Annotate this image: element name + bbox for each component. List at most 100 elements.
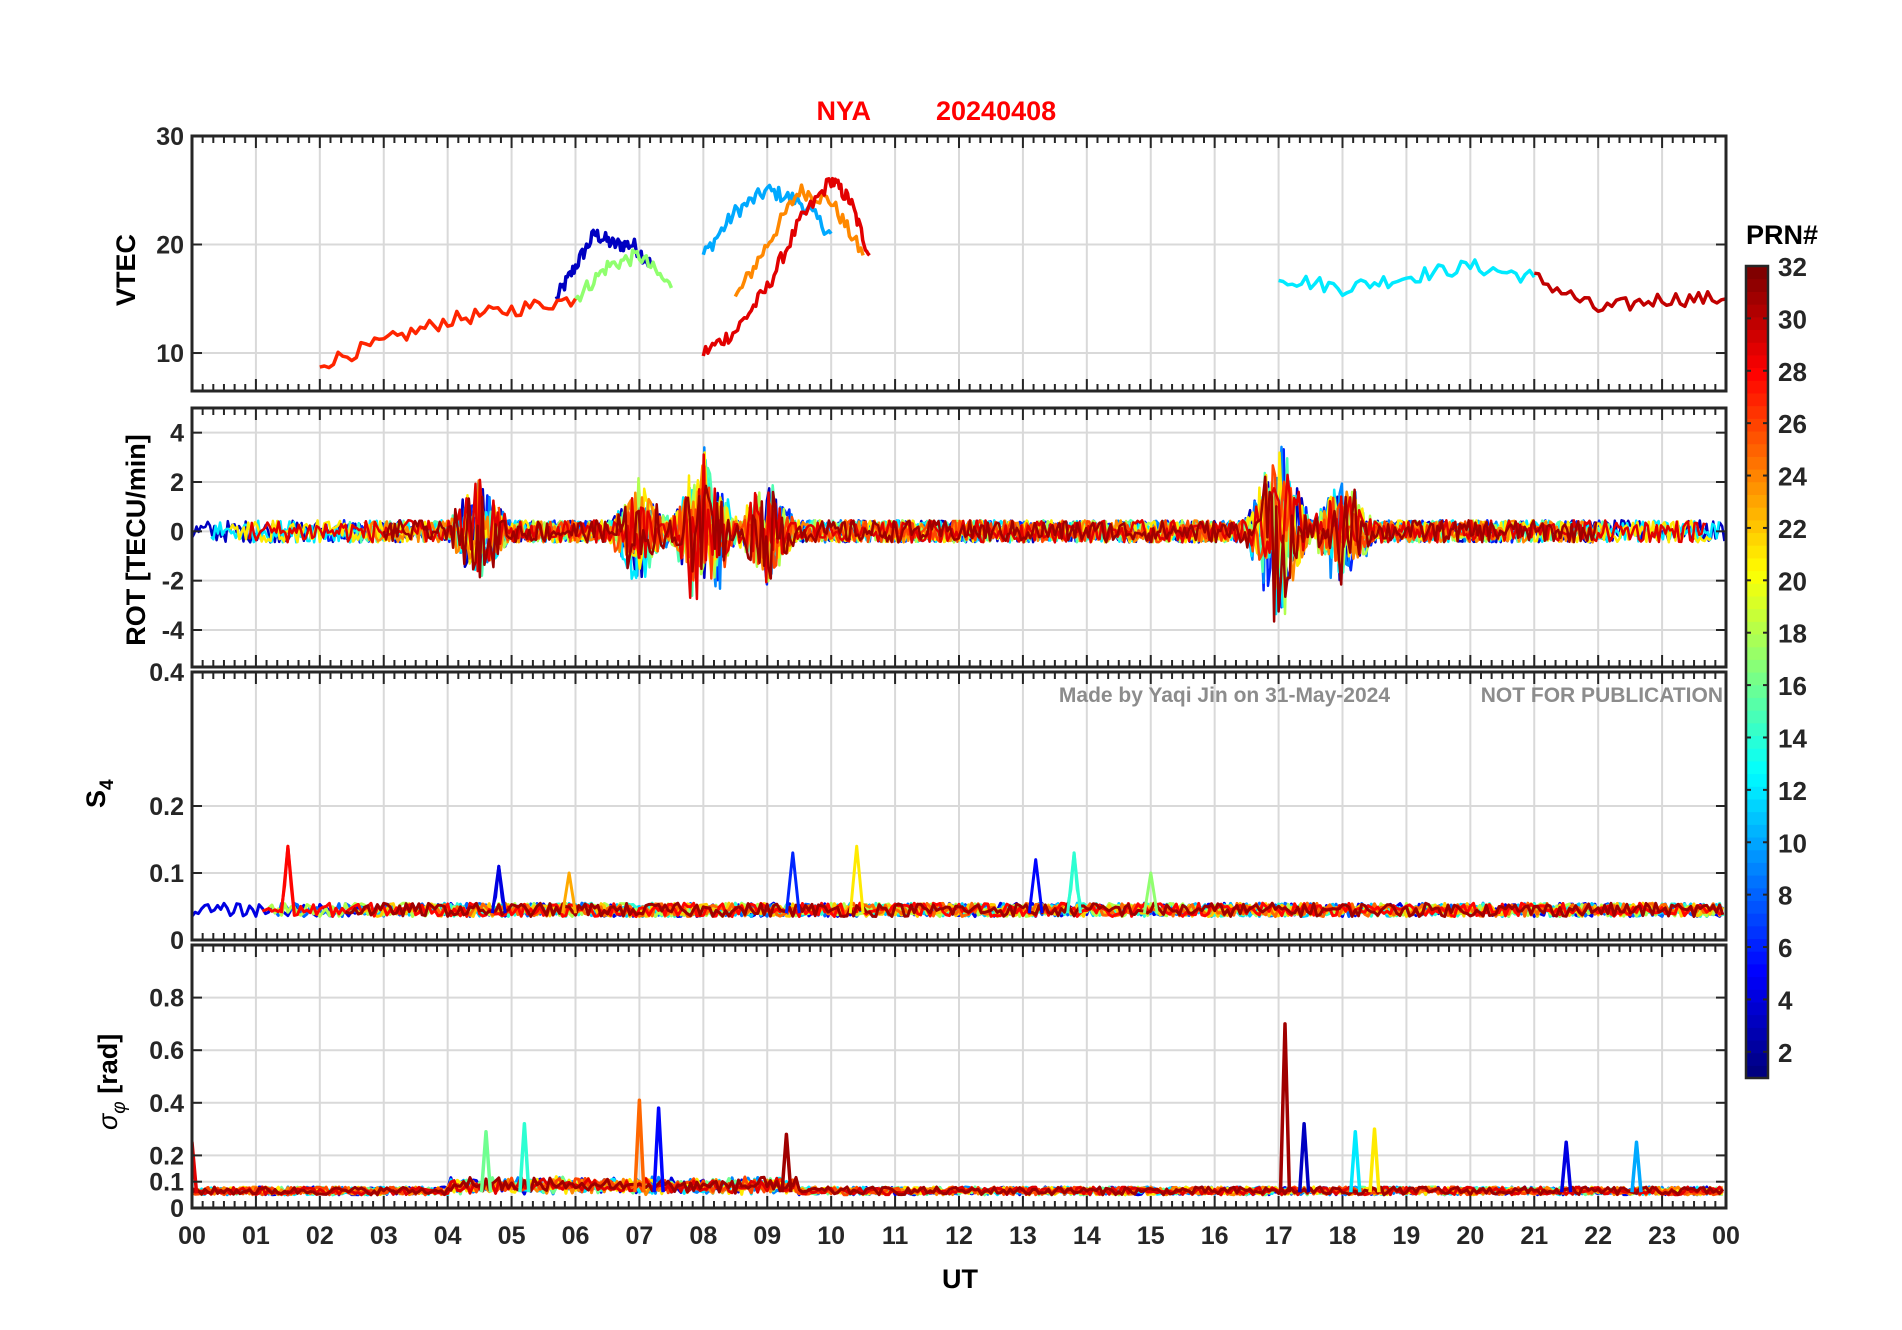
colorbar-swatch xyxy=(1746,659,1768,673)
colorbar-swatch xyxy=(1746,608,1768,622)
colorbar-swatch xyxy=(1746,266,1768,280)
sigma-peak xyxy=(479,1129,493,1193)
y-tick-label: 0 xyxy=(170,927,184,955)
colorbar-swatch xyxy=(1746,875,1768,889)
colorbar-swatch xyxy=(1746,1014,1768,1028)
colorbar-tick-label: 20 xyxy=(1778,566,1807,596)
colorbar-swatch xyxy=(1746,316,1768,331)
x-tick-label: 21 xyxy=(1520,1222,1548,1250)
x-tick-label: 23 xyxy=(1648,1222,1676,1250)
s4-series xyxy=(192,844,1725,918)
colorbar-swatch xyxy=(1746,443,1768,457)
colorbar-swatch xyxy=(1746,583,1768,597)
x-tick-label: 08 xyxy=(689,1222,717,1250)
x-tick-label: 01 xyxy=(242,1222,270,1250)
x-tick-label: 20 xyxy=(1456,1222,1484,1250)
colorbar-tick-label: 2 xyxy=(1778,1038,1792,1068)
x-tick-label: 17 xyxy=(1265,1222,1293,1250)
x-tick-label: 05 xyxy=(498,1222,526,1250)
svg-text:σφ [rad]: σφ [rad] xyxy=(93,1034,130,1130)
colorbar-swatch xyxy=(1746,684,1768,698)
xlabel: UT xyxy=(942,1264,978,1294)
s4-peak xyxy=(561,871,577,914)
colorbar-swatch xyxy=(1746,481,1768,495)
colorbar-swatch xyxy=(1746,963,1768,978)
colorbar-swatch xyxy=(1746,532,1768,546)
sigma-peak xyxy=(652,1106,665,1193)
watermark-notice: NOT FOR PUBLICATION xyxy=(1481,684,1723,707)
vtec-line-prn-30 xyxy=(1534,271,1726,314)
sigma-peak xyxy=(780,1132,793,1193)
s4-peak xyxy=(1027,858,1044,914)
colorbar-swatch xyxy=(1746,646,1768,660)
y-tick-label: 0.6 xyxy=(149,1037,184,1065)
x-tick-label: 19 xyxy=(1393,1222,1421,1250)
y-tick-label: 0.1 xyxy=(149,1169,184,1197)
colorbar-swatch xyxy=(1746,925,1768,940)
colorbar-tick-label: 14 xyxy=(1778,723,1807,753)
vtec-line-prn-29 xyxy=(701,176,871,357)
sigma-peak xyxy=(518,1122,531,1193)
svg-text:S4: S4 xyxy=(81,779,118,808)
colorbar-tick-label: 6 xyxy=(1778,933,1792,963)
colorbar-swatch xyxy=(1746,748,1768,762)
colorbar-swatch xyxy=(1746,469,1768,483)
colorbar-swatch xyxy=(1746,456,1768,470)
y-tick-label: 2 xyxy=(170,469,184,497)
y-tick-label: 30 xyxy=(156,123,184,151)
vtec-line-prn-17 xyxy=(574,248,674,303)
colorbar-swatch xyxy=(1746,938,1768,952)
y-tick-label: 0.4 xyxy=(149,659,184,687)
title-station: NYA xyxy=(816,96,871,126)
title-date: 20240408 xyxy=(936,96,1056,126)
rot-line-prn-29 xyxy=(248,453,1707,601)
colorbar-swatch xyxy=(1746,722,1768,737)
colorbar-swatch xyxy=(1746,786,1768,800)
colorbar-swatch xyxy=(1746,1052,1768,1066)
colorbar-swatch xyxy=(1746,418,1768,432)
sigma-series xyxy=(192,1022,1725,1197)
ylabel-vtec: VTEC xyxy=(111,234,141,306)
vtec-line-prn-24 xyxy=(733,183,865,298)
panel-rot: -4 -2 0 2 4 xyxy=(162,406,1728,669)
x-tick-label: 16 xyxy=(1201,1222,1229,1250)
colorbar-swatch xyxy=(1746,633,1768,648)
colorbar-tick-label: 32 xyxy=(1778,252,1807,282)
colorbar-swatch xyxy=(1746,913,1768,927)
colorbar-swatch xyxy=(1746,557,1768,572)
y-tick-label: 10 xyxy=(156,340,184,368)
colorbar-swatch xyxy=(1746,570,1768,584)
colorbar-swatch xyxy=(1746,811,1768,825)
colorbar-swatch xyxy=(1746,1065,1768,1079)
colorbar-swatch xyxy=(1746,405,1768,419)
colorbar-tick-label: 4 xyxy=(1778,985,1793,1015)
colorbar-tick-label: 12 xyxy=(1778,776,1807,806)
colorbar-swatch xyxy=(1746,824,1768,838)
colorbar-tick-label: 30 xyxy=(1778,304,1807,334)
colorbar-swatch xyxy=(1746,760,1768,775)
y-tick-label: 0.2 xyxy=(149,793,184,821)
panel-sigma-phi: 00.10.2 0.4 0.6 0.8 00 01 02 03 04 05 06 07 08 09 10 11… xyxy=(149,943,1740,1250)
x-tick-label: 00 xyxy=(178,1222,206,1250)
x-tick-label: 10 xyxy=(817,1222,845,1250)
panel-vtec: 10 20 30 xyxy=(156,123,1728,393)
colorbar-swatch xyxy=(1746,430,1768,445)
colorbar-swatch xyxy=(1746,354,1768,369)
colorbar-swatch xyxy=(1746,595,1768,610)
x-tick-label: 09 xyxy=(753,1222,781,1250)
colorbar-swatch xyxy=(1746,1001,1768,1016)
colorbar-swatch xyxy=(1746,304,1768,318)
vtec-line-prn-12 xyxy=(1278,258,1536,298)
colorbar-swatch xyxy=(1746,849,1768,863)
colorbar-swatch xyxy=(1746,900,1768,914)
y-tick-label: -2 xyxy=(162,568,184,596)
colorbar-tick-label: 22 xyxy=(1778,514,1807,544)
colorbar-label: PRN# xyxy=(1746,220,1818,250)
sigma-peak xyxy=(1630,1140,1643,1193)
ylabel-sigma-phi: σφ [rad] xyxy=(93,1034,130,1130)
sigma-peak xyxy=(1368,1127,1381,1193)
y-tick-label: 0.2 xyxy=(149,1142,184,1170)
rot-line-prn-31 xyxy=(382,475,1598,623)
colorbar-tick-label: 16 xyxy=(1778,671,1807,701)
colorbar-swatch xyxy=(1746,342,1768,356)
